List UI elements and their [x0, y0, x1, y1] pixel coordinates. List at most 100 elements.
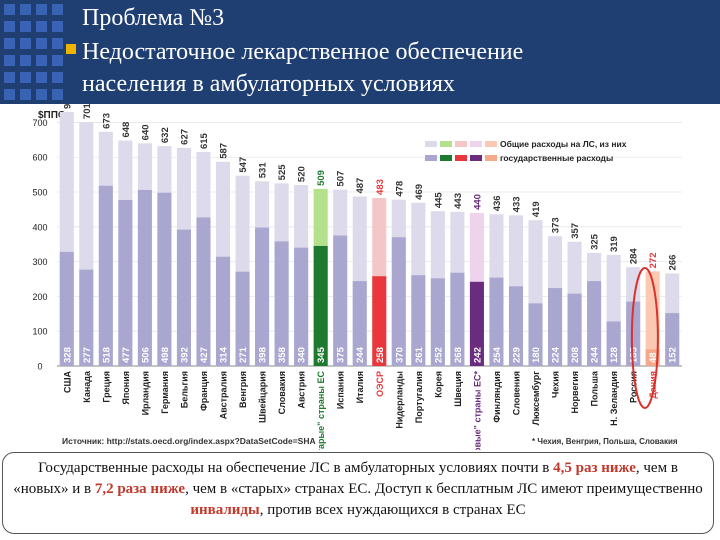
legend-swatch-total — [425, 141, 437, 147]
total-value-label: 487 — [355, 178, 366, 194]
bar-government — [59, 251, 74, 366]
bar-total — [645, 271, 660, 366]
y-tick-label: 500 — [32, 188, 47, 198]
problem-title: Проблема №3 — [82, 5, 225, 31]
grid-square — [36, 21, 47, 32]
gov-value-label: 392 — [179, 347, 190, 363]
legend-swatch-gov — [440, 155, 452, 161]
bar-government — [274, 241, 289, 366]
y-tick-label: 700 — [32, 118, 47, 128]
legend-swatch-total — [485, 141, 497, 147]
grid-square — [36, 4, 47, 15]
category-label: Корея — [433, 371, 443, 398]
total-value-label: 632 — [160, 127, 171, 143]
gov-value-label: 48 — [648, 352, 659, 363]
grid-square — [52, 55, 63, 66]
total-value-label: 440 — [472, 194, 483, 210]
grid-square — [20, 72, 31, 83]
total-value-label: 520 — [297, 166, 308, 182]
bar-government — [118, 200, 133, 366]
total-value-label: 357 — [570, 223, 581, 239]
total-value-label: 640 — [140, 124, 151, 140]
grid-square — [52, 72, 63, 83]
category-label: Ирландия — [140, 371, 150, 415]
bar-government — [587, 281, 602, 366]
caption-highlight-7-2: 7,2 раза ниже — [94, 481, 186, 497]
gov-value-label: 345 — [316, 346, 327, 363]
conclusion-box: Государственные расходы на обеспечение Л… — [2, 452, 714, 534]
y-tick-label: 400 — [32, 222, 47, 232]
total-value-label: 419 — [531, 201, 542, 217]
gov-value-label: 271 — [238, 346, 249, 363]
grid-square — [52, 38, 63, 49]
total-value-label: 478 — [394, 181, 405, 197]
russia-highlight-circle — [630, 267, 659, 409]
total-value-label: 509 — [316, 170, 327, 186]
total-value-label: 284 — [629, 248, 640, 265]
total-value-label: 469 — [414, 184, 425, 200]
gov-value-label: 128 — [609, 347, 620, 363]
gov-value-label: 277 — [82, 347, 93, 363]
title-line-3: населения в амбулаторных условиях — [82, 71, 455, 97]
category-label: Испания — [336, 371, 346, 409]
legend-swatch-gov — [470, 155, 482, 161]
bar-government — [294, 247, 309, 366]
category-label: Нидерланды — [394, 371, 404, 429]
total-value-label: 373 — [551, 217, 562, 233]
grid-square — [20, 4, 31, 15]
gov-value-label: 268 — [453, 347, 464, 363]
total-value-label: 436 — [492, 195, 503, 211]
gov-value-label: 244 — [355, 346, 366, 363]
category-label: Н. Зеландия — [609, 371, 619, 426]
gov-value-label: 252 — [433, 347, 444, 363]
category-label: Чехия — [551, 371, 561, 398]
category-label: ОЭСР — [375, 371, 385, 397]
total-value-label: 325 — [590, 233, 601, 250]
bar-government — [79, 269, 94, 366]
y-tick-label: 100 — [32, 327, 47, 337]
total-value-label: 272 — [648, 252, 659, 268]
category-label: Дания — [648, 371, 658, 399]
category-label: Норвегия — [570, 371, 580, 413]
bar-government — [450, 272, 465, 366]
bar-government — [469, 281, 484, 366]
grid-square — [36, 55, 47, 66]
total-value-label: 531 — [258, 162, 269, 179]
legend-swatch-total — [440, 141, 452, 147]
gov-value-label: 258 — [375, 347, 386, 363]
bar-government — [411, 275, 426, 366]
caption-text-1: Государственные расходы на обеспечение Л… — [38, 460, 554, 476]
title-header: Проблема №3 Недостаточное лекарственное … — [0, 0, 720, 104]
bar-government — [548, 288, 563, 366]
drug-spending-chart: $ППС 0 100 200 300 400 500 600 700 985 328 США 701 27… — [0, 104, 720, 450]
bar-government — [196, 217, 211, 366]
bar-government — [489, 277, 504, 366]
caption-text-5: , против всех нуждающихся в странах ЕС — [259, 502, 526, 518]
total-value-label: 648 — [121, 122, 132, 138]
gov-value-label: 427 — [199, 347, 210, 363]
bar-government — [176, 229, 191, 366]
gov-value-label: 340 — [297, 347, 308, 363]
total-value-label: 443 — [453, 193, 464, 209]
title-bullet — [66, 44, 76, 54]
grid-square — [4, 72, 15, 83]
category-label: "Старые" страны ЕС — [316, 371, 326, 450]
y-tick-label: 600 — [32, 153, 47, 163]
category-label: Финляндия — [492, 371, 502, 423]
legend-gov-label: государственные расходы — [500, 153, 613, 163]
gov-value-label: 208 — [570, 347, 581, 363]
total-value-label: 319 — [609, 236, 620, 252]
total-value-label: 483 — [375, 179, 386, 195]
title-line-2: Недостаточное лекарственное обеспечение — [82, 39, 524, 65]
category-label: США — [62, 371, 72, 394]
gov-value-label: 518 — [101, 347, 112, 363]
category-label: Венгрия — [238, 371, 248, 408]
total-value-label: 587 — [219, 143, 230, 159]
gov-value-label: 261 — [414, 346, 425, 363]
category-label: Люксембург — [531, 371, 541, 426]
category-label: Швейцария — [258, 371, 268, 423]
gov-value-label: 498 — [160, 347, 171, 363]
bar-government — [313, 245, 328, 366]
category-label: Австрия — [297, 371, 307, 409]
category-label: "Новые" страны ЕС* — [472, 371, 482, 450]
